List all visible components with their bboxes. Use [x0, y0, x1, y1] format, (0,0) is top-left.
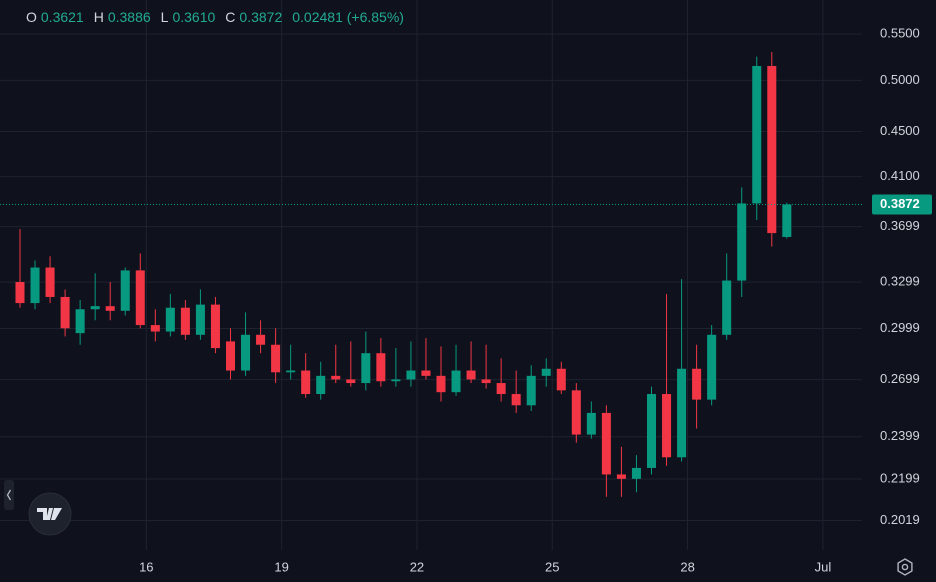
- ohlc-value: 0.3872: [239, 9, 283, 25]
- candle-body: [496, 383, 506, 395]
- ohlc-value: 0.3610: [172, 9, 216, 25]
- candle-body: [90, 306, 100, 310]
- x-tick-label: 28: [680, 559, 694, 574]
- ohlc-key: C: [225, 9, 236, 25]
- candle-body: [586, 412, 596, 435]
- candle-body: [210, 304, 220, 349]
- candle-body: [45, 267, 55, 297]
- candle-body: [616, 474, 626, 479]
- candle-body: [301, 370, 311, 395]
- candle-body: [481, 379, 491, 384]
- x-tick-label: 16: [139, 559, 153, 574]
- candle-body: [120, 270, 130, 311]
- y-tick-label: 0.5000: [880, 72, 920, 87]
- y-tick-label: 0.3699: [880, 218, 920, 233]
- axes: 0.5500 0.5000 0.4500 0.4100 0.3699 0.3299 0.29…: [139, 26, 932, 574]
- candle-body: [466, 370, 476, 380]
- last-price-badge: [872, 194, 932, 215]
- candle-body: [571, 390, 581, 435]
- candle-body: [180, 307, 190, 335]
- candle-body: [436, 375, 446, 393]
- candle-body: [601, 412, 611, 475]
- candle-body: [511, 394, 521, 406]
- candle-body: [406, 370, 416, 380]
- candle-body: [556, 368, 566, 391]
- candle-body: [165, 307, 175, 332]
- candle-body: [767, 65, 777, 234]
- x-tick-label: 22: [410, 559, 424, 574]
- candle-body: [75, 309, 85, 334]
- candle-body: [376, 353, 386, 382]
- ohlc-value: 0.3621: [40, 9, 84, 25]
- candle-body: [60, 296, 70, 329]
- candle-body: [631, 467, 641, 479]
- ohlc-header: O 0.3621 H 0.3886 L 0.3610 C 0.3872 0.02481 (+6.…: [26, 9, 410, 25]
- y-tick-label: 0.2019: [880, 512, 920, 527]
- y-tick-label: 0.5500: [880, 26, 920, 41]
- y-tick-label: 0.4500: [880, 123, 920, 138]
- y-tick-label: 0.3299: [880, 274, 920, 289]
- ohlc-key: H: [93, 9, 104, 25]
- y-tick-label: 0.2399: [880, 428, 920, 443]
- candle-body: [421, 370, 431, 376]
- candle-body: [752, 65, 762, 204]
- ohlc-key: O: [26, 9, 37, 25]
- change: 0.02481 (+6.85%): [292, 9, 404, 25]
- ohlc-value: 0.3886: [107, 9, 151, 25]
- settings-dot: [901, 563, 909, 571]
- candle-body: [225, 341, 236, 371]
- y-tick-label: 0.2199: [880, 470, 920, 485]
- candles: [0, 52, 862, 497]
- candle-body: [241, 334, 251, 371]
- side-tab-arrow: [6, 489, 12, 501]
- x-tick-label: 25: [545, 559, 559, 574]
- candle-body: [105, 306, 115, 311]
- candle-body: [707, 334, 717, 400]
- candle-body: [135, 270, 145, 326]
- ohlc-key: L: [160, 9, 169, 25]
- candle-body: [677, 368, 687, 458]
- y-tick-label: 0.4100: [880, 168, 920, 183]
- candle-body: [526, 375, 536, 406]
- candle-body: [15, 282, 25, 304]
- x-tick-label: 19: [274, 559, 288, 574]
- settings-hex: [897, 558, 913, 576]
- candle-body: [30, 267, 40, 304]
- candle-body: [316, 375, 326, 395]
- candle-body: [271, 344, 281, 373]
- grid: [0, 0, 862, 550]
- candle-body: [541, 368, 551, 376]
- candle-body: [195, 304, 205, 335]
- side-tab[interactable]: [4, 480, 14, 510]
- candle-body: [346, 379, 356, 384]
- candle-body: [331, 375, 341, 380]
- logo-mark: [37, 508, 62, 520]
- candle-body: [361, 353, 371, 384]
- settings-icon[interactable]: [897, 558, 913, 576]
- y-tick-label: 0.2999: [880, 320, 920, 335]
- candle-body: [646, 394, 657, 468]
- candle-body: [256, 334, 266, 345]
- candle-body: [391, 379, 401, 382]
- candle-body: [782, 204, 792, 237]
- candle-body: [286, 370, 296, 373]
- candle-body: [737, 203, 747, 281]
- x-tick-label: Jul: [815, 559, 832, 574]
- candle-body: [150, 325, 160, 332]
- candle-body: [451, 370, 461, 393]
- candle-body: [662, 394, 672, 458]
- y-tick-label: 0.2699: [880, 371, 920, 386]
- last-price-label: 0.3872: [880, 196, 920, 211]
- candle-body: [692, 368, 702, 400]
- candle-body: [722, 280, 732, 335]
